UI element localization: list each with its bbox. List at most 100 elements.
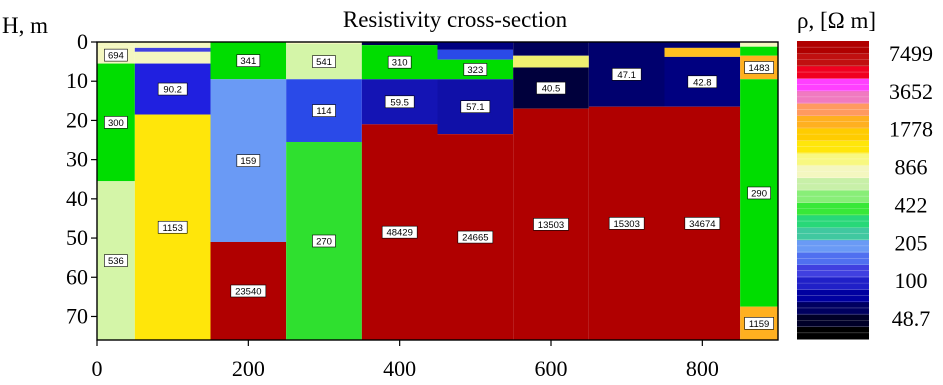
value-label-box [312, 104, 336, 117]
y-tick-label: 30 [66, 147, 88, 172]
value-label-box [747, 186, 771, 200]
colorbar-label: ρ, [Ω m] [797, 8, 876, 33]
resistivity-cell [134, 42, 211, 48]
resistivity-value-label: 270 [316, 236, 332, 247]
resistivity-value-label: 114 [316, 106, 331, 117]
resistivity-value-label: 13503 [538, 220, 564, 231]
x-tick-label: 400 [383, 356, 416, 381]
value-label-box [463, 63, 488, 76]
value-label-box [457, 230, 494, 244]
value-label-box [157, 82, 188, 96]
resistivity-cell [437, 49, 514, 60]
colorbar-tick-label: 48.7 [892, 306, 931, 331]
value-label-box [608, 217, 645, 230]
resistivity-value-label: 59.5 [390, 97, 409, 108]
resistivity-value-label: 694 [108, 51, 124, 62]
resistivity-value-label: 23540 [235, 286, 261, 297]
colorbar-tick-label: 422 [895, 192, 928, 217]
resistivity-value-label: 1153 [162, 223, 182, 234]
value-label-box [687, 75, 718, 89]
colorbar-swatch [797, 239, 869, 253]
colorbar-swatch [797, 326, 869, 340]
chart-title: Resistivity cross-section [343, 7, 568, 32]
value-label-box [460, 100, 491, 113]
colorbar-swatch [797, 264, 869, 278]
resistivity-value-label: 90.2 [163, 85, 182, 96]
colorbar-swatch [797, 190, 869, 203]
resistivity-cell [134, 47, 211, 52]
resistivity-cell [740, 42, 778, 47]
colorbar-swatch [797, 202, 869, 216]
resistivity-value-label: 310 [392, 58, 408, 69]
value-label-box [684, 217, 721, 230]
colorbar-swatch [797, 103, 869, 116]
value-label-box [104, 48, 128, 62]
x-tick-label: 800 [686, 356, 719, 381]
value-label-box [312, 234, 336, 248]
value-label-box [312, 55, 336, 68]
plot-area: 694 300 536 90.2 1153 341 159 23540 541 114 270 310… [97, 42, 778, 341]
colorbar-swatch [797, 165, 869, 179]
resistivity-cell [513, 55, 589, 68]
resistivity-value-label: 159 [240, 156, 256, 167]
resistivity-value-label: 47.1 [617, 70, 636, 81]
colorbar-tick-label: 866 [895, 155, 928, 180]
resistivity-cell [664, 47, 741, 57]
resistivity-value-label: 323 [467, 65, 483, 76]
resistivity-value-label: 24665 [462, 233, 488, 244]
resistivity-cell [286, 42, 362, 44]
value-label-box [236, 54, 261, 67]
resistivity-value-label: 1159 [749, 319, 769, 330]
resistivity-cell [664, 42, 741, 48]
value-label-box [387, 55, 412, 69]
colorbar-swatch [797, 41, 869, 54]
resistivity-value-label: 300 [108, 118, 124, 129]
resistivity-cell [97, 42, 135, 47]
value-label-box [230, 284, 267, 298]
colorbar-swatch [797, 301, 869, 315]
colorbar-swatch [797, 140, 869, 154]
value-label-box [744, 61, 774, 74]
colorbar-swatch [797, 276, 869, 290]
colorbar-swatch [797, 314, 869, 328]
resistivity-value-label: 15303 [613, 219, 639, 230]
resistivity-value-label: 341 [240, 56, 256, 67]
y-tick-label: 0 [77, 29, 88, 54]
resistivity-value-label: 42.8 [693, 77, 712, 88]
colorbar-tick-label: 205 [895, 230, 928, 255]
resistivity-value-label: 1483 [749, 63, 770, 74]
plot-frame [96, 41, 779, 341]
colorbar-swatch [797, 177, 869, 191]
colorbar: 7499 3652 1778 866 422 205 100 48.7 [797, 41, 933, 340]
colorbar-tick-label: 7499 [889, 41, 933, 66]
resistivity-value-label: 57.1 [466, 102, 485, 113]
resistivity-value-label: 290 [751, 188, 767, 199]
resistivity-cell [361, 42, 438, 46]
x-tick-label: 0 [92, 356, 103, 381]
colorbar-swatch [797, 252, 869, 265]
value-label-box [157, 220, 188, 234]
colorbar-tick-label: 100 [895, 268, 928, 293]
x-tick-label: 200 [232, 356, 265, 381]
x-tick-label: 600 [535, 356, 568, 381]
y-tick-label: 70 [66, 303, 88, 328]
value-label-box [104, 116, 128, 129]
value-label-box [104, 254, 128, 267]
colorbar-swatch [797, 115, 869, 129]
y-tick-label: 40 [66, 186, 88, 211]
resistivity-cell [513, 42, 589, 56]
colorbar-swatch [797, 152, 869, 166]
colorbar-tick-label: 3652 [889, 79, 933, 104]
colorbar-swatch [797, 289, 869, 303]
colorbar-swatch [797, 90, 869, 104]
colorbar-swatch [797, 65, 869, 79]
value-label-box [533, 218, 569, 231]
y-tick-label: 20 [66, 107, 88, 132]
resistivity-value-label: 541 [316, 57, 332, 68]
colorbar-swatch [797, 127, 869, 141]
resistivity-value-label: 536 [108, 256, 124, 267]
value-label-box [744, 317, 774, 330]
resistivity-cell [740, 46, 778, 56]
value-label-box [236, 154, 261, 167]
